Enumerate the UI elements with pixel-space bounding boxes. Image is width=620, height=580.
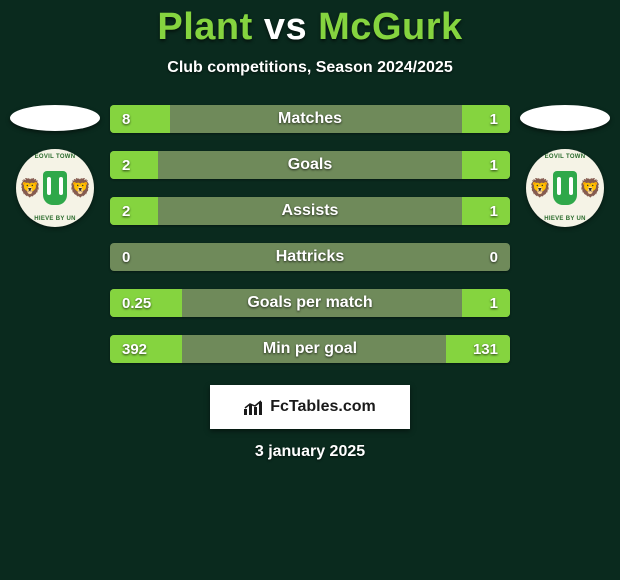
left-crest: EOVIL TOWN 🦁 🦁 HIEVE BY UN bbox=[16, 149, 94, 227]
stat-bar: 2Goals1 bbox=[110, 151, 510, 179]
bar-label: Hattricks bbox=[110, 248, 510, 266]
left-crest-text-bot: HIEVE BY UN bbox=[34, 216, 76, 222]
left-column: EOVIL TOWN 🦁 🦁 HIEVE BY UN bbox=[0, 105, 110, 227]
bar-value-right: 0 bbox=[490, 249, 498, 266]
title-player2: McGurk bbox=[318, 6, 462, 48]
stat-bar: 392Min per goal131 bbox=[110, 335, 510, 363]
stat-bar: 8Matches1 bbox=[110, 105, 510, 133]
lion-icon: 🦁 bbox=[529, 178, 551, 199]
fctables-badge[interactable]: FcTables.com bbox=[210, 385, 410, 429]
fctables-text: FcTables.com bbox=[270, 398, 376, 416]
stat-bar: 0Hattricks0 bbox=[110, 243, 510, 271]
right-crest-text-bot: HIEVE BY UN bbox=[544, 216, 586, 222]
stat-bar: 2Assists1 bbox=[110, 197, 510, 225]
left-crest-text-top: EOVIL TOWN bbox=[35, 154, 76, 160]
stat-bar: 0.25Goals per match1 bbox=[110, 289, 510, 317]
comparison-area: EOVIL TOWN 🦁 🦁 HIEVE BY UN 8Matches1 2Goa… bbox=[0, 105, 620, 363]
stat-bars: 8Matches1 2Goals1 2Assists1 0Hattricks0 0.25… bbox=[110, 105, 510, 363]
bar-label: Goals bbox=[110, 156, 510, 174]
lion-icon: 🦁 bbox=[579, 178, 601, 199]
bar-label: Min per goal bbox=[110, 340, 510, 358]
bar-value-right: 1 bbox=[490, 203, 498, 220]
bar-value-right: 1 bbox=[490, 295, 498, 312]
title-player1: Plant bbox=[157, 6, 252, 48]
left-crest-inner: 🦁 🦁 bbox=[19, 171, 92, 205]
lion-icon: 🦁 bbox=[69, 178, 91, 199]
infographic-root: Plant vs McGurk Club competitions, Seaso… bbox=[0, 0, 620, 580]
left-oval bbox=[10, 105, 100, 131]
right-crest-inner: 🦁 🦁 bbox=[529, 171, 602, 205]
footer-date: 3 january 2025 bbox=[255, 443, 365, 461]
shield-icon bbox=[553, 171, 577, 205]
bar-label: Assists bbox=[110, 202, 510, 220]
bar-value-right: 131 bbox=[473, 341, 498, 358]
subtitle: Club competitions, Season 2024/2025 bbox=[167, 59, 452, 77]
shield-icon bbox=[43, 171, 67, 205]
bar-value-right: 1 bbox=[490, 111, 498, 128]
right-crest: EOVIL TOWN 🦁 🦁 HIEVE BY UN bbox=[526, 149, 604, 227]
page-title: Plant vs McGurk bbox=[157, 6, 462, 49]
right-oval bbox=[520, 105, 610, 131]
lion-icon: 🦁 bbox=[19, 178, 41, 199]
title-vs: vs bbox=[264, 6, 307, 48]
right-crest-text-top: EOVIL TOWN bbox=[545, 154, 586, 160]
bar-label: Goals per match bbox=[110, 294, 510, 312]
right-column: EOVIL TOWN 🦁 🦁 HIEVE BY UN bbox=[510, 105, 620, 227]
bar-label: Matches bbox=[110, 110, 510, 128]
chart-icon bbox=[244, 399, 264, 415]
bar-value-right: 1 bbox=[490, 157, 498, 174]
